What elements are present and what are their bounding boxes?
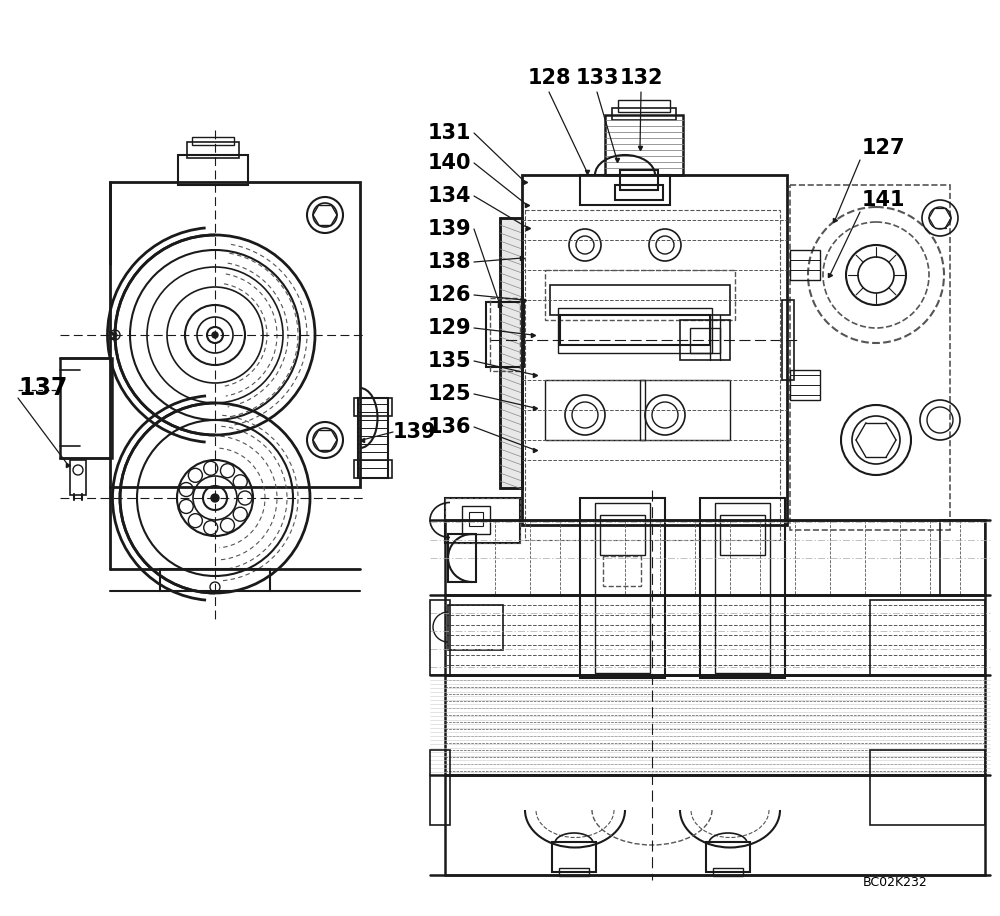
Bar bbox=[445, 595, 985, 675]
Bar bbox=[490, 298, 520, 371]
Text: 129: 129 bbox=[427, 318, 471, 338]
Bar bbox=[445, 775, 985, 875]
Bar bbox=[580, 175, 670, 205]
Bar bbox=[600, 515, 645, 555]
Bar bbox=[615, 185, 663, 200]
Bar bbox=[552, 842, 596, 872]
Bar bbox=[445, 498, 520, 543]
Bar bbox=[720, 515, 765, 555]
Bar bbox=[545, 380, 645, 440]
Bar bbox=[70, 460, 86, 495]
Bar bbox=[550, 285, 730, 315]
Circle shape bbox=[212, 332, 218, 338]
Text: 139: 139 bbox=[393, 422, 437, 442]
Bar bbox=[522, 175, 787, 525]
Bar bbox=[559, 868, 589, 876]
Bar bbox=[469, 512, 483, 526]
Bar bbox=[870, 600, 985, 675]
Text: 127: 127 bbox=[862, 138, 906, 158]
Bar bbox=[430, 750, 450, 825]
Bar bbox=[706, 842, 750, 872]
Bar bbox=[187, 142, 239, 158]
Bar bbox=[462, 506, 490, 534]
Bar bbox=[700, 498, 785, 678]
Bar bbox=[448, 534, 476, 582]
Bar bbox=[192, 137, 234, 145]
Text: 139: 139 bbox=[427, 219, 471, 239]
Bar bbox=[790, 250, 820, 280]
Bar bbox=[640, 380, 730, 440]
Bar bbox=[448, 605, 503, 650]
Bar bbox=[486, 302, 524, 367]
Bar bbox=[595, 503, 650, 673]
Bar bbox=[445, 498, 520, 543]
Bar bbox=[618, 100, 670, 112]
Text: 135: 135 bbox=[427, 351, 471, 371]
Text: 131: 131 bbox=[428, 123, 471, 143]
Text: BC02K232: BC02K232 bbox=[863, 876, 928, 889]
Bar bbox=[60, 358, 112, 458]
Bar bbox=[603, 556, 641, 586]
Bar bbox=[713, 868, 743, 876]
Bar bbox=[790, 370, 820, 400]
Bar bbox=[580, 498, 665, 678]
Bar bbox=[545, 270, 735, 320]
Bar bbox=[605, 115, 683, 175]
Bar bbox=[445, 520, 985, 595]
Bar bbox=[500, 218, 522, 488]
Bar bbox=[560, 315, 710, 345]
Bar bbox=[612, 108, 676, 120]
Text: 128: 128 bbox=[527, 68, 571, 88]
Bar bbox=[558, 308, 712, 353]
Text: 141: 141 bbox=[862, 190, 906, 210]
Text: 140: 140 bbox=[428, 153, 471, 173]
Bar bbox=[445, 675, 985, 775]
Bar bbox=[358, 398, 388, 478]
Bar bbox=[715, 503, 770, 673]
Bar bbox=[178, 155, 248, 185]
Bar bbox=[525, 210, 780, 540]
Bar bbox=[690, 328, 720, 353]
Bar bbox=[500, 218, 522, 488]
Text: 125: 125 bbox=[427, 384, 471, 404]
Bar bbox=[110, 182, 360, 487]
Bar bbox=[160, 569, 270, 591]
Text: 134: 134 bbox=[428, 186, 471, 206]
Circle shape bbox=[211, 494, 219, 502]
Bar bbox=[354, 460, 392, 478]
Text: 136: 136 bbox=[428, 417, 471, 437]
Bar bbox=[430, 600, 450, 675]
Bar bbox=[620, 170, 658, 190]
Bar bbox=[940, 520, 985, 595]
Bar bbox=[790, 185, 950, 530]
Bar bbox=[870, 750, 985, 825]
Text: 132: 132 bbox=[619, 68, 663, 88]
Text: 126: 126 bbox=[428, 285, 471, 305]
Text: 137: 137 bbox=[18, 376, 67, 400]
Text: 133: 133 bbox=[575, 68, 619, 88]
Bar bbox=[782, 300, 794, 380]
Bar bbox=[680, 320, 730, 360]
Text: 138: 138 bbox=[428, 252, 471, 272]
Bar bbox=[354, 398, 392, 416]
